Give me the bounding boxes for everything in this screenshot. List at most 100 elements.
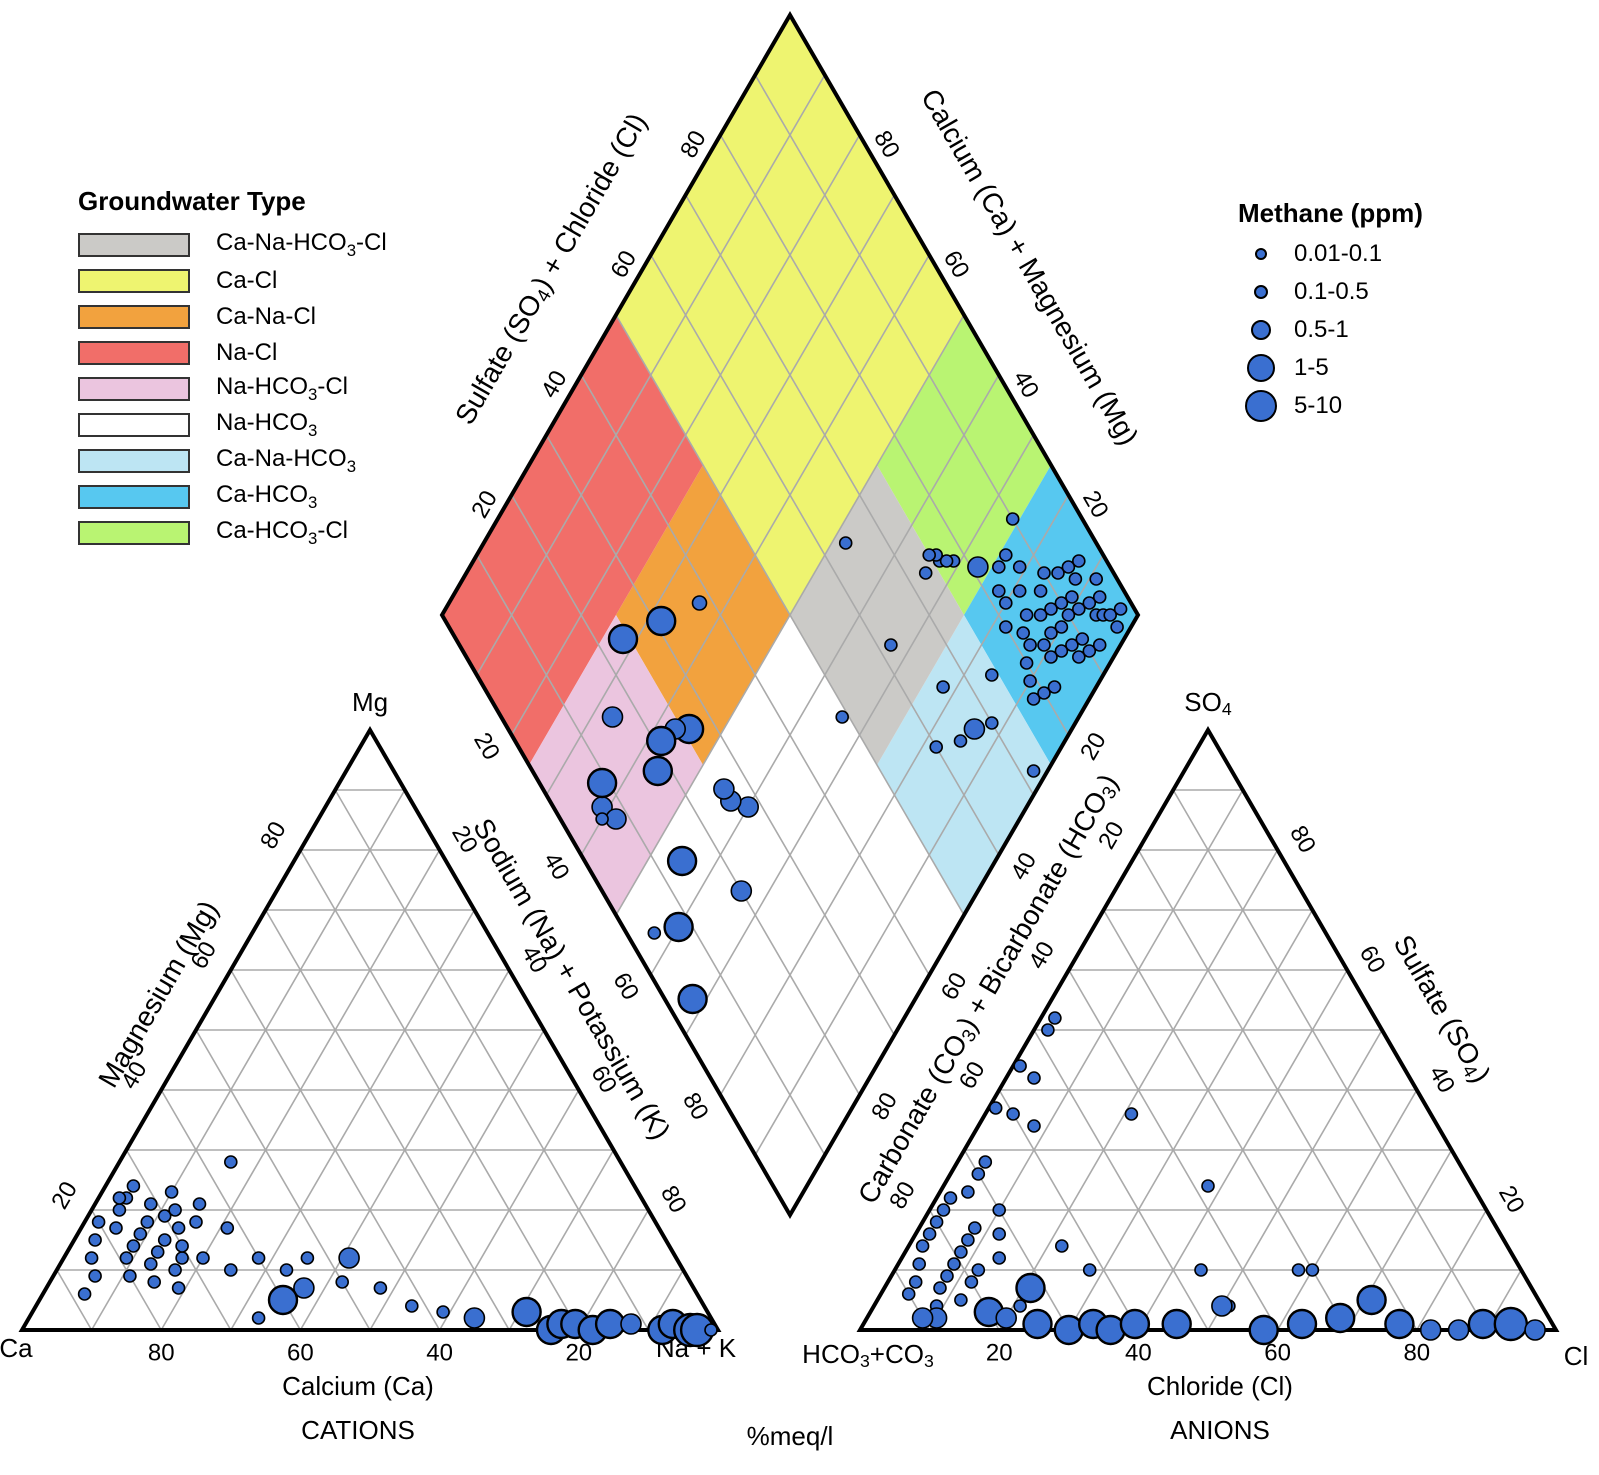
diamond-point [1047,680,1062,694]
cations-frame [18,726,722,1332]
diamond-point [884,638,898,652]
anion-point [1419,1319,1442,1341]
grid-line [1207,1029,1383,1331]
legend-methane-label: 0.5-1 [1294,316,1349,343]
anion-point [971,1263,986,1277]
diamond-point [595,812,609,826]
tick-label: 40 [1125,1339,1152,1366]
legend-swatch [78,269,190,293]
diamond-point [1065,590,1079,604]
diamond-point [1103,608,1117,622]
anion-point [933,1281,947,1295]
diamond-point [967,556,989,578]
grid-line [56,1269,93,1331]
diamond-point [1082,596,1097,610]
diamond-point [1092,590,1107,604]
anion-point [1048,1011,1062,1025]
diamond-point [647,926,662,940]
tick-label: 20 [468,728,505,765]
grid-line [264,909,510,1331]
anion-point [936,1203,951,1217]
cation-point [251,1251,266,1265]
cation-point [436,1305,450,1319]
diamond-point [1072,554,1086,568]
diamond-point [998,548,1013,562]
cation-point [144,1197,158,1211]
cation-point [168,1263,182,1277]
diamond-point [642,755,673,787]
anion-point [1211,1295,1233,1317]
legend-type-row: Na-HCO3-Cl [78,371,478,407]
grid-line [230,909,476,1331]
cation-point [147,1275,161,1289]
anion-point [901,1287,916,1301]
grid-line [334,789,650,1331]
legend-type-label: Ca-Na-HCO3-Cl [216,229,387,260]
anions-left-label: HCO3+CO3 [802,1339,934,1371]
diamond-point [1061,608,1076,622]
legend-type-row: Ca-Cl [78,263,478,299]
legend-swatch [78,449,190,473]
diamond-point [1016,626,1031,640]
diamond-point [998,596,1013,610]
cation-point [192,1197,207,1211]
diamond-point [1054,596,1069,610]
legend-methane: Methane (ppm) 0.01-0.1 0.1-0.5 0.5-1 1-5 5-1… [1238,198,1488,425]
cation-point [157,1209,172,1223]
anion-point [988,1101,1003,1115]
legend-type-row: Ca-Na-HCO3-Cl [78,227,478,263]
legend-type-row: Ca-HCO3-Cl [78,515,478,551]
grid-line [998,1089,1140,1331]
diamond-point [1089,572,1103,586]
diamond-point [1044,602,1058,616]
diamond-point [998,620,1013,634]
diamond-point [1026,692,1041,706]
cation-point [109,1221,123,1235]
anion-point [1305,1263,1320,1277]
grid-line [1033,1029,1209,1331]
cation-point [224,1155,238,1169]
anion-point [1013,1299,1027,1313]
anion-point [940,1269,954,1283]
grid-line [1172,789,1488,1331]
grid-line [476,74,826,676]
anion-point [961,1233,975,1247]
anion-point [964,1275,979,1289]
units-label: %meq/l [747,1421,834,1451]
diamond-point [601,706,624,728]
anion-point [1055,1239,1069,1253]
tick-label: 80 [1403,1339,1430,1366]
cation-point [119,1251,134,1265]
diamond-point [1037,686,1051,700]
cation-point [189,1215,203,1229]
legend-methane-dot [1255,248,1267,260]
anion-point [929,1215,944,1229]
legend-type-row: Ca-HCO3 [78,479,478,515]
tick-label: 80 [255,817,292,854]
diamond-point [1110,620,1124,634]
tick-label: 40 [538,848,575,885]
legend-swatch [78,341,190,365]
diamond-point [1012,584,1027,598]
diamond-point [730,880,753,902]
cation-point [620,1313,642,1335]
diamond-point [1113,602,1128,616]
anion-point [947,1257,961,1271]
legend-type-label: Ca-Cl [216,267,278,294]
cation-point [144,1257,158,1271]
anion-point [1006,1107,1020,1121]
cation-point [88,1269,102,1283]
grid-line [719,134,1070,736]
diamond-point [1023,674,1037,688]
anion-point [1161,1308,1192,1340]
cation-point [133,1227,148,1241]
cation-point [171,1221,186,1235]
diamond-frame [439,11,1141,1219]
anion-point [954,1293,968,1307]
zone-na-cl [442,315,703,765]
cation-point [300,1251,315,1265]
legend-type-label: Ca-HCO3-Cl [216,517,349,548]
cation-point [157,1233,172,1247]
grid-line [90,1209,162,1331]
diamond-point [713,778,735,800]
